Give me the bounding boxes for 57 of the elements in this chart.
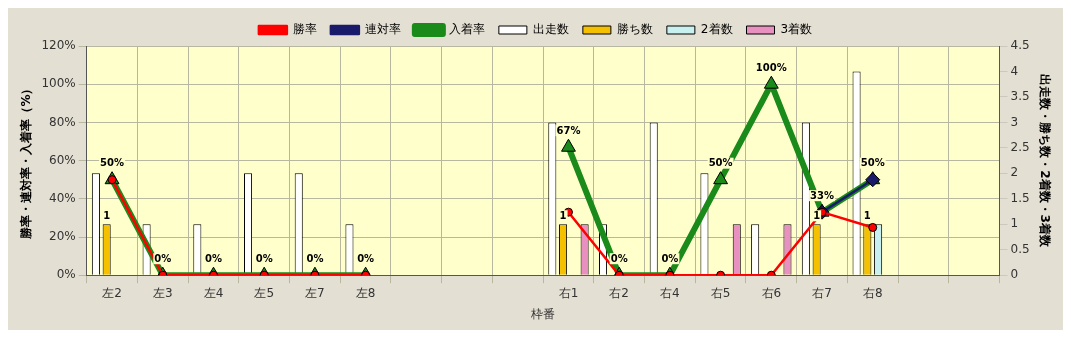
y-axis-title: 勝率・連対率・入着率（%） — [19, 82, 34, 240]
y2-tick-label: 0 — [1010, 267, 1019, 282]
data-label: 1 — [559, 209, 567, 221]
x-tick-label: 右6 — [761, 285, 782, 300]
data-label: 50% — [708, 157, 733, 169]
x-tick-label: 右8 — [862, 285, 883, 300]
y2-tick-label: 2 — [1010, 165, 1019, 180]
legend-label: 3着数 — [780, 22, 813, 37]
data-label: 0% — [204, 252, 222, 264]
x-tick-label: 左5 — [254, 285, 275, 300]
x-tick-label: 左7 — [305, 285, 325, 300]
y2-axis-title: 出走数・勝ち数・2着数・3着数 — [1037, 74, 1052, 248]
y-tick-label: 60% — [49, 152, 76, 167]
data-label: 0% — [255, 252, 273, 264]
y2-tick-label: 0.5 — [1010, 241, 1030, 256]
legend-label: 勝率 — [292, 22, 317, 37]
data-label: 0% — [306, 252, 324, 264]
x-tick-label: 左4 — [203, 285, 224, 300]
x-tick-label: 左3 — [152, 285, 173, 300]
y2-tick-label: 3.5 — [1010, 89, 1030, 104]
legend-label: 勝ち数 — [616, 22, 653, 37]
y2-tick-label: 4.5 — [1010, 38, 1030, 53]
data-label: 1 — [863, 209, 871, 221]
y-tick-label: 100% — [41, 76, 76, 91]
data-label: 33% — [810, 189, 834, 201]
data-label: 0% — [357, 252, 375, 264]
y-tick-label: 0% — [56, 267, 76, 282]
data-label: 50% — [860, 157, 885, 169]
data-label: 100% — [755, 61, 787, 73]
x-tick-label: 右2 — [609, 285, 629, 300]
x-axis-title: 枠番 — [530, 306, 556, 321]
data-label: 0% — [610, 252, 628, 264]
y2-tick-label: 2.5 — [1010, 139, 1030, 154]
x-tick-label: 右7 — [812, 285, 832, 300]
y-tick-label: 80% — [49, 114, 76, 129]
legend-label: 2着数 — [700, 22, 733, 37]
x-tick-label: 右1 — [558, 285, 579, 300]
y-tick-label: 40% — [49, 190, 76, 205]
y2-tick-label: 1 — [1010, 216, 1019, 231]
data-label: 1 — [813, 209, 821, 221]
y2-tick-label: 3 — [1010, 114, 1019, 129]
legend-label: 連対率 — [364, 22, 401, 37]
data-label: 1 — [103, 209, 111, 221]
legend-label: 入着率 — [448, 22, 485, 37]
x-tick-label: 左8 — [355, 285, 376, 300]
y-tick-label: 20% — [49, 229, 76, 244]
data-label: 0% — [661, 252, 679, 264]
y2-tick-label: 4 — [1010, 63, 1019, 78]
data-label: 67% — [556, 124, 581, 136]
legend-label: 出走数 — [532, 22, 569, 37]
data-label: 0% — [154, 252, 172, 264]
y2-tick-label: 1.5 — [1010, 190, 1030, 205]
y-tick-label: 120% — [41, 38, 76, 53]
data-label: 50% — [100, 157, 125, 169]
x-tick-label: 右5 — [710, 285, 731, 300]
x-tick-label: 右4 — [660, 285, 680, 300]
x-tick-label: 左2 — [102, 285, 122, 300]
